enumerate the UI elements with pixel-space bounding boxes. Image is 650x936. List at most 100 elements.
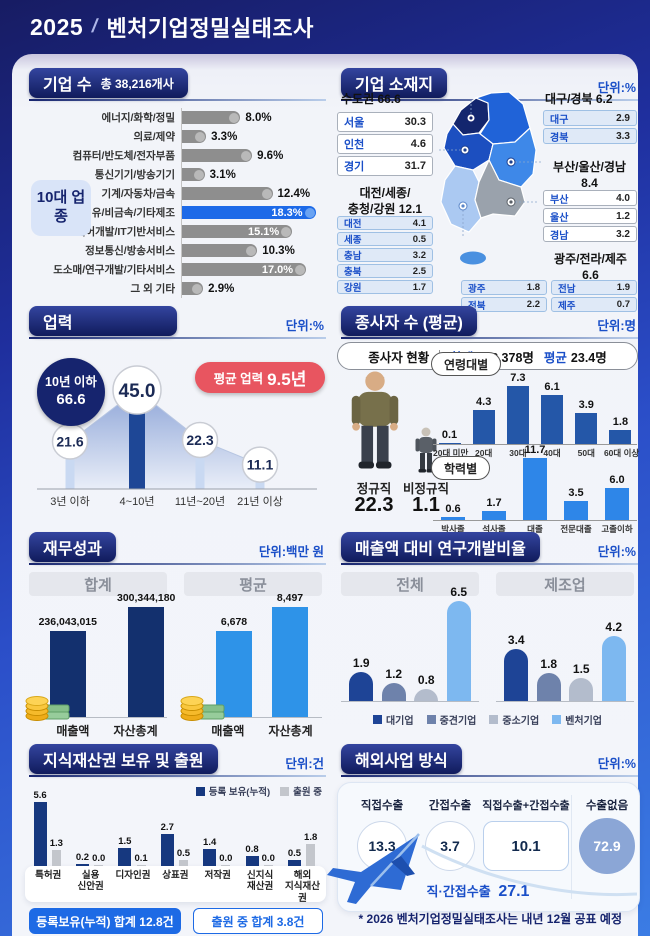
finance-title-badge: 재무성과 bbox=[29, 532, 116, 562]
region-name: 전남 bbox=[558, 283, 576, 295]
region-value: 4.0 bbox=[616, 192, 630, 204]
ip-axis-label: 저작권 bbox=[204, 870, 231, 881]
rnd-manufacturing-chart: 3.4 1.8 1.5 4.2 bbox=[496, 568, 634, 702]
region-value: 1.9 bbox=[616, 282, 630, 293]
rnd-bar-slot: 1.5 bbox=[566, 662, 596, 701]
region-value: 4.1 bbox=[412, 217, 426, 229]
location-row: 전북 2.2 bbox=[461, 297, 547, 312]
legend-swatch bbox=[489, 715, 499, 724]
rnd-bar bbox=[601, 636, 626, 701]
legend-label: 중소기업 bbox=[502, 716, 540, 727]
korea-map bbox=[431, 90, 551, 290]
bar-slot: 4.3 bbox=[467, 396, 500, 444]
industry-row: 에너지/화학/정밀 8.0% bbox=[25, 108, 324, 127]
rnd-value: 1.2 bbox=[385, 666, 403, 681]
regular-label: 정규직 bbox=[356, 482, 392, 496]
ip-bar-group: 5.6 1.3 bbox=[27, 790, 69, 866]
bar-value: 7.3 bbox=[510, 371, 526, 384]
section-title: 기업 소재지 bbox=[355, 77, 434, 94]
region-value: 3.3 bbox=[616, 130, 630, 142]
location-row: 충남 3.2 bbox=[337, 248, 433, 262]
bar bbox=[575, 412, 598, 444]
region-value: 1.8 bbox=[526, 282, 540, 293]
ip-bar-column: 0.0 bbox=[262, 790, 275, 866]
section-years: 업력 단위:% 21.6 45.0 22.3 11.1 3년 이하 4~10년 11년~20… bbox=[25, 306, 326, 530]
ip-bar-group: 1.5 0.1 bbox=[112, 790, 154, 866]
region-name: 제주 bbox=[558, 300, 576, 312]
region-value: 1.7 bbox=[412, 281, 426, 293]
industry-row: 그 외 기타 2.9% bbox=[25, 279, 324, 298]
industry-bar-track: 15.1% bbox=[181, 222, 324, 241]
company-count-title-badge: 기업 수 총 38,216개사 bbox=[29, 68, 188, 98]
legend-item: 벤처기업 bbox=[552, 712, 602, 727]
legend-swatch bbox=[372, 715, 382, 724]
rnd-value: 3.4 bbox=[507, 632, 525, 647]
rnd-bar-slot: 1.9 bbox=[346, 656, 376, 701]
industry-bar-track: 8.0% bbox=[181, 108, 324, 127]
svg-text:11년~20년: 11년~20년 bbox=[175, 495, 225, 508]
location-group-busan: 부산/울산/경남 8.4 bbox=[553, 160, 626, 190]
ip-header: 지식재산권 보유 및 출원 단위:건 bbox=[25, 744, 326, 778]
location-table-busan: 부산 4.0 울산 1.2 경남 3.2 bbox=[543, 190, 637, 244]
ip-axis-label: 해외 지식재산권 bbox=[285, 870, 321, 904]
ip-axis-label: 특허권 bbox=[35, 870, 62, 881]
location-row: 경남 3.2 bbox=[543, 226, 637, 242]
region-value: 31.7 bbox=[404, 160, 426, 172]
money-icon bbox=[180, 688, 226, 727]
map-region-chungcheong bbox=[443, 122, 494, 171]
unit-label: 단위:명 bbox=[597, 319, 636, 333]
axis-label: 50대 bbox=[577, 448, 595, 458]
finance-value: 236,043,015 bbox=[38, 616, 97, 628]
bar-slot: 6.0 bbox=[597, 474, 637, 520]
industry-bar bbox=[182, 244, 258, 257]
page-header: 2025 / 벤처기업정밀실태조사 bbox=[0, 0, 650, 54]
bar bbox=[564, 501, 588, 520]
unit-label: 단위:% bbox=[597, 545, 636, 559]
ip-value: 1.3 bbox=[49, 838, 63, 850]
bar bbox=[605, 488, 629, 520]
bar-value: 1.8 bbox=[612, 415, 629, 428]
section-overseas: 해외사업 방식 단위:% 직접수출 13.3 간접수출 3.7 직접수출+간접수… bbox=[327, 744, 640, 912]
finance-total-chart: 236,043,015 300,344,180 bbox=[29, 592, 175, 718]
industry-row: 도소매/연구개발/기타서비스 17.0% bbox=[25, 260, 324, 279]
finance-bar bbox=[216, 631, 252, 717]
finance-axis-label: 자산총계 bbox=[113, 724, 158, 738]
legend-item: 대기업 bbox=[372, 712, 414, 727]
ip-axis-label: 신지식 재산권 bbox=[247, 870, 274, 893]
legend-label: 대기업 bbox=[385, 716, 414, 727]
bar-value: 0.1 bbox=[441, 428, 458, 441]
region-value: 0.5 bbox=[412, 233, 426, 245]
industry-bar: 15.1% bbox=[182, 225, 293, 238]
bar-slot: 0.1 bbox=[433, 428, 466, 444]
header-divider: / bbox=[90, 16, 100, 37]
overseas-title-badge: 해외사업 방식 bbox=[341, 744, 462, 774]
ip-bar-group: 0.2 0.0 bbox=[69, 790, 111, 866]
industry-value: 18.3% bbox=[271, 206, 303, 219]
ip-bar-group: 2.7 0.5 bbox=[154, 790, 196, 866]
rnd-all-chart: 1.9 1.2 0.8 6.5 bbox=[341, 568, 479, 702]
rnd-bar bbox=[446, 600, 471, 701]
industry-bar-track: 10.3% bbox=[181, 241, 324, 260]
bar bbox=[438, 442, 461, 444]
section-title: 기업 수 bbox=[43, 77, 92, 94]
location-table-jeonnam: 전남 1.9 제주 0.7 bbox=[551, 280, 637, 314]
unit-label: 단위:백만 원 bbox=[258, 545, 324, 559]
years-area-chart: 21.6 45.0 22.3 11.1 3년 이하 4~10년 11년~20년 21년 이상 bbox=[25, 346, 326, 517]
rnd-bar bbox=[349, 671, 374, 701]
rnd-bar-slot: 4.2 bbox=[599, 620, 629, 701]
industry-value: 12.4% bbox=[277, 187, 311, 200]
location-row: 세종 0.5 bbox=[337, 232, 433, 246]
bar-cap bbox=[229, 112, 240, 123]
ip-body: 등록 보유(누적) 출원 중 5.6 1.3 0.2 0.0 1.5 0.1 2.7 0.5 1.… bbox=[25, 744, 326, 936]
axis-label: 20대 미만 bbox=[433, 448, 469, 458]
years-chart: 21.6 45.0 22.3 11.1 3년 이하 4~10년 11년~20년 21년 이상 … bbox=[25, 306, 326, 530]
industry-bar bbox=[182, 168, 205, 181]
section-underline bbox=[341, 563, 638, 565]
bar-slot: 0.6 bbox=[433, 503, 473, 520]
region-name: 경남 bbox=[550, 230, 569, 242]
ip-value: 1.8 bbox=[304, 832, 318, 844]
industry-bar-track: 9.6% bbox=[181, 146, 324, 165]
bar-value: 1.7 bbox=[486, 497, 502, 509]
industry-row: 의료/제약 3.3% bbox=[25, 127, 324, 146]
ip-value: 0.0 bbox=[261, 852, 275, 864]
